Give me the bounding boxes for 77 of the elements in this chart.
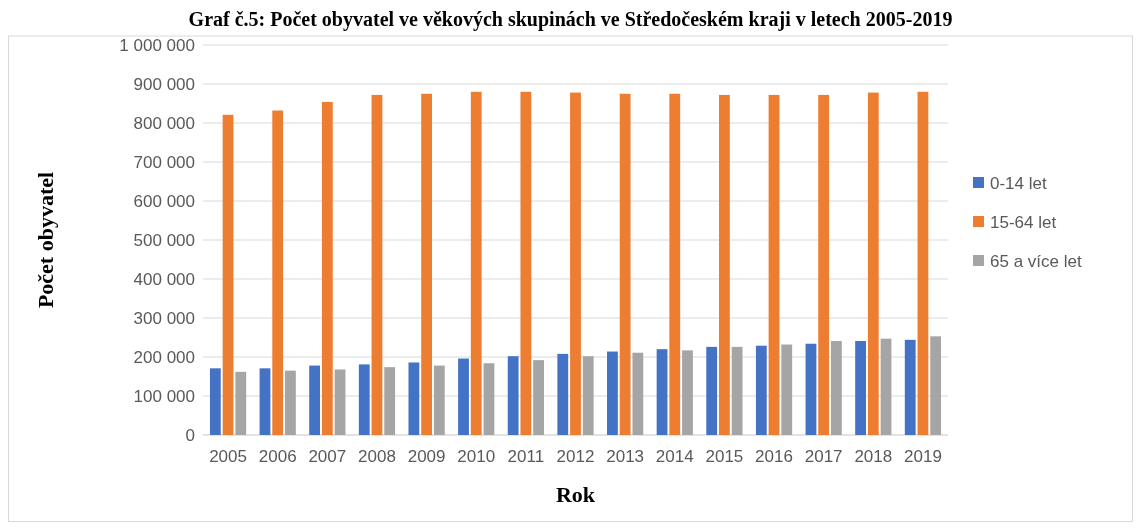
bar [433,365,445,435]
bar [285,370,296,435]
bar [768,94,780,435]
y-tick-label: 600 000 [133,191,195,211]
bar [632,352,644,435]
y-tick-label: 100 000 [133,386,195,406]
bar [470,91,482,435]
bar [731,346,743,435]
y-tick-label: 800 000 [133,113,195,133]
bar [855,341,866,435]
bar [607,351,618,435]
bar [830,341,842,435]
y-tick-label: 1 000 000 [119,35,195,55]
bar [272,110,284,435]
bar [682,350,693,435]
bar [222,114,234,435]
bar [371,94,383,435]
y-tick-label: 500 000 [133,230,195,250]
x-tick-label: 2011 [507,447,545,466]
legend-label: 15-64 let [990,212,1057,232]
y-tick-label: 700 000 [133,152,195,172]
bar [904,339,916,435]
x-tick-label: 2013 [606,447,645,466]
bar [805,343,817,435]
bar [755,345,767,435]
bar [458,358,469,435]
bar [669,93,681,435]
bar [656,349,668,435]
y-axis-title: Počet obyvatel [33,171,58,309]
bar [917,91,929,435]
bar [880,338,892,435]
x-tick-label: 2014 [655,447,694,466]
x-tick-label: 2017 [804,447,843,466]
bar [520,91,532,435]
bar [358,364,370,435]
legend-label: 65 a více let [990,251,1082,271]
bar [384,367,396,435]
x-tick-label: 2012 [556,447,595,466]
bar [533,360,544,435]
chart-title: Graf č.5: Počet obyvatel ve věkových skupinách ve Středočeském kraji v letech 2005-2019 [188,8,953,31]
y-tick-label: 200 000 [133,347,195,367]
x-tick-label: 2006 [258,447,297,466]
x-tick-label: 2016 [755,447,793,466]
y-tick-label: 0 [185,425,195,445]
bar [557,353,569,435]
bar [570,92,581,435]
bar [421,93,432,435]
y-tick-label: 300 000 [133,308,195,328]
bar [619,93,631,435]
x-tick-label: 2005 [209,447,247,466]
legend-label: 0-14 let [990,173,1047,193]
bar [781,344,793,435]
bar [209,368,221,435]
y-tick-label: 400 000 [133,269,195,289]
bar [334,369,346,435]
x-axis-title: Rok [555,482,596,507]
bar [930,336,942,435]
x-tick-label: 2015 [705,447,744,466]
x-tick-label: 2010 [457,447,496,466]
bar [309,365,321,435]
bar [582,356,594,435]
bar [259,368,271,435]
bar [719,94,730,435]
bar [818,94,830,435]
bar [408,362,420,435]
bar [321,101,333,435]
bar [507,356,519,435]
x-tick-label: 2009 [407,447,446,466]
x-tick-label: 2007 [308,447,347,466]
bar [867,92,879,435]
x-tick-label: 2008 [358,447,396,466]
bar [706,346,718,435]
x-tick-label: 2018 [854,447,893,466]
bar [483,363,495,435]
bar [235,371,247,435]
y-tick-label: 900 000 [133,74,195,94]
x-tick-label: 2019 [904,447,942,466]
